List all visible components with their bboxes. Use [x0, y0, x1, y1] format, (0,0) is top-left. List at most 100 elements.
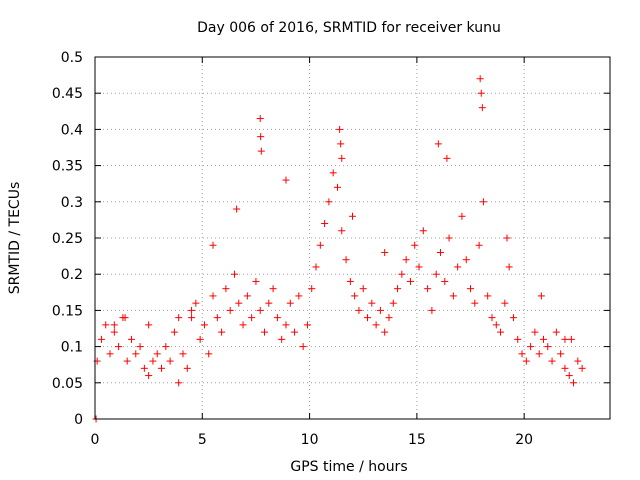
data-point — [256, 306, 264, 314]
data-point — [376, 306, 384, 314]
data-point — [548, 357, 556, 365]
data-point — [312, 263, 320, 271]
data-point — [213, 314, 221, 322]
data-point — [252, 277, 260, 285]
data-point — [462, 256, 470, 264]
data-point — [149, 357, 157, 365]
data-point — [497, 328, 505, 336]
data-point — [115, 343, 123, 351]
x-tick-label: 0 — [91, 432, 100, 448]
data-point — [372, 321, 380, 329]
data-point — [449, 292, 457, 300]
data-point — [316, 241, 324, 249]
grid-lines — [95, 57, 610, 419]
data-point — [406, 277, 414, 285]
data-point — [454, 263, 462, 271]
data-point — [342, 256, 350, 264]
y-tick-label: 0 — [74, 412, 83, 428]
data-point — [196, 335, 204, 343]
data-point — [188, 314, 196, 322]
y-tick-label: 0.45 — [52, 86, 83, 102]
data-point — [136, 343, 144, 351]
data-point — [175, 314, 183, 322]
data-point — [282, 321, 290, 329]
data-point — [441, 277, 449, 285]
data-point — [286, 299, 294, 307]
y-tick-label: 0.35 — [52, 159, 83, 175]
data-point — [428, 306, 436, 314]
data-point — [484, 292, 492, 300]
data-point — [537, 292, 545, 300]
data-point — [492, 321, 500, 329]
data-point — [291, 328, 299, 336]
data-point — [175, 379, 183, 387]
data-point — [570, 379, 578, 387]
data-point — [574, 357, 582, 365]
data-point — [351, 292, 359, 300]
data-point — [509, 314, 517, 322]
data-point — [561, 335, 569, 343]
data-point — [432, 270, 440, 278]
data-point — [505, 263, 513, 271]
data-point — [121, 314, 129, 322]
data-point — [110, 328, 118, 336]
data-point — [200, 321, 208, 329]
data-point — [424, 285, 432, 293]
data-point — [123, 357, 131, 365]
data-point — [346, 277, 354, 285]
data-point — [394, 285, 402, 293]
data-point — [552, 328, 560, 336]
data-point — [476, 75, 484, 83]
data-point — [475, 241, 483, 249]
data-point — [338, 154, 346, 162]
y-axis-label: SRMTID / TECUs — [7, 182, 23, 295]
data-point — [381, 248, 389, 256]
data-point — [183, 364, 191, 372]
y-tick-label: 0.3 — [61, 195, 83, 211]
data-point — [359, 285, 367, 293]
data-point — [527, 343, 535, 351]
data-point — [477, 89, 485, 97]
chart-title: Day 006 of 2016, SRMTID for receiver kun… — [197, 20, 501, 36]
data-point — [501, 299, 509, 307]
x-tick-label: 20 — [515, 432, 533, 448]
data-point — [478, 104, 486, 112]
data-point — [368, 299, 376, 307]
x-tick-label: 5 — [198, 432, 207, 448]
data-point — [514, 335, 522, 343]
data-point — [162, 343, 170, 351]
data-point — [364, 314, 372, 322]
data-point — [321, 220, 329, 228]
x-tick-labels: 0 5 10 15 20 — [91, 432, 534, 448]
data-point — [434, 140, 442, 148]
data-point — [248, 314, 256, 322]
data-point — [325, 198, 333, 206]
data-point — [299, 343, 307, 351]
data-point — [145, 372, 153, 380]
data-point — [561, 364, 569, 372]
data-point — [522, 357, 530, 365]
data-point — [531, 328, 539, 336]
data-point — [205, 350, 213, 358]
data-point — [402, 256, 410, 264]
data-point — [381, 328, 389, 336]
data-points — [92, 75, 586, 423]
y-tick-label: 0.5 — [61, 50, 83, 66]
data-point — [565, 372, 573, 380]
x-axis-label: GPS time / hours — [290, 459, 407, 475]
data-point — [209, 292, 217, 300]
data-point — [535, 350, 543, 358]
data-point — [243, 292, 251, 300]
axis-ticks — [94, 56, 610, 420]
y-tick-label: 0.25 — [52, 231, 83, 247]
data-point — [355, 306, 363, 314]
data-point — [230, 270, 238, 278]
data-point — [336, 125, 344, 133]
data-point — [338, 227, 346, 235]
data-point — [226, 306, 234, 314]
data-point — [389, 299, 397, 307]
data-point — [419, 227, 427, 235]
data-point — [282, 176, 290, 184]
plot-frame — [94, 56, 611, 420]
